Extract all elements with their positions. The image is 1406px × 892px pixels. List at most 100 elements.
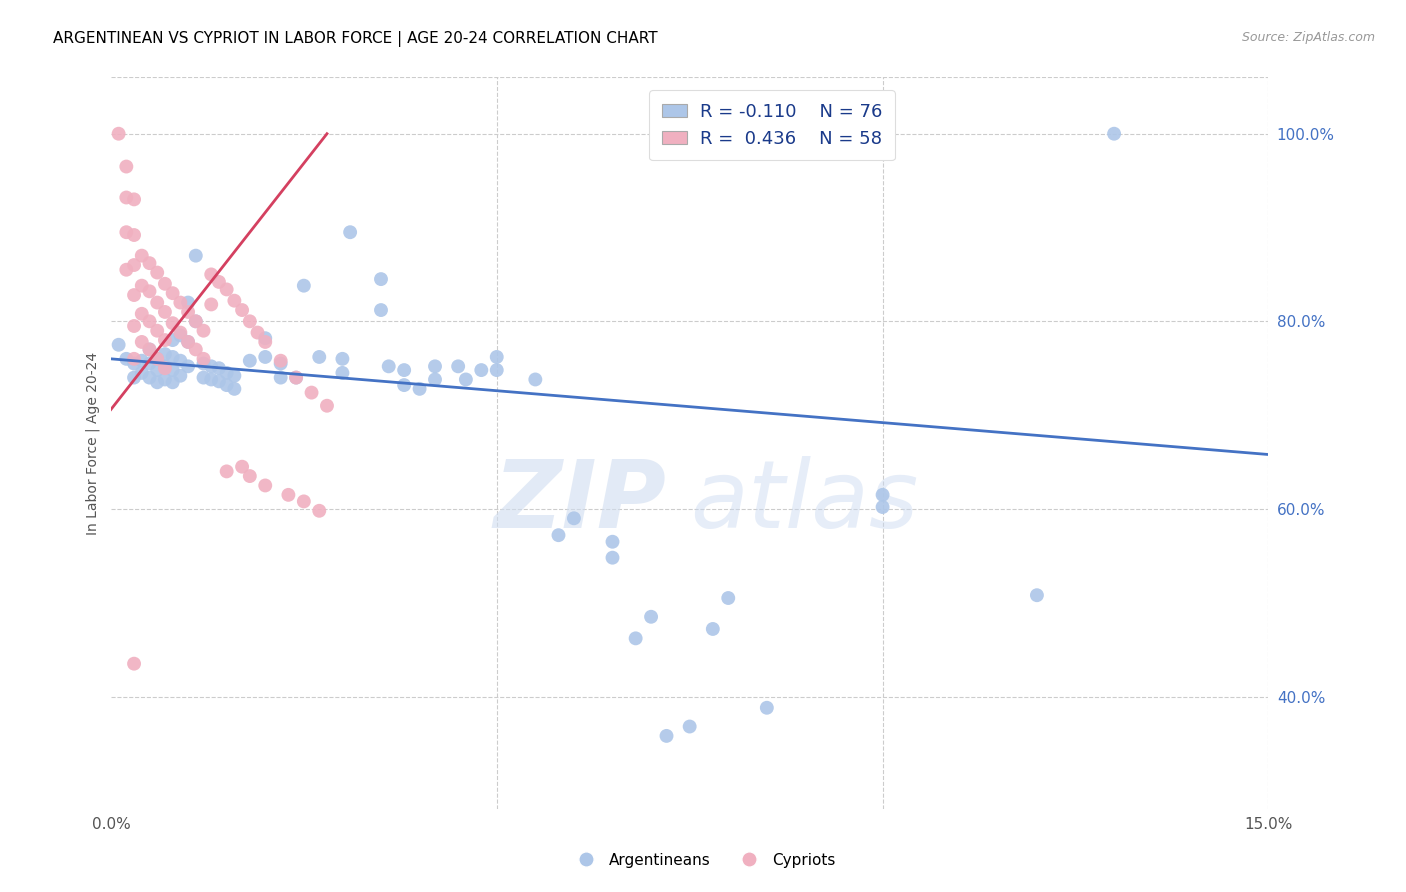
Point [524,372,547,386]
Point [624,632,647,646]
Point [122,657,145,671]
Point [153,359,176,374]
Point [131,366,153,380]
Point [107,338,129,352]
Point [270,357,292,371]
Point [177,334,200,349]
Point [193,351,215,366]
Point [392,363,415,377]
Point [602,534,624,549]
Point [122,357,145,371]
Legend: Argentineans, Cypriots: Argentineans, Cypriots [565,847,841,873]
Point [122,318,145,333]
Point [270,370,292,384]
Point [131,353,153,368]
Text: ZIP: ZIP [494,456,666,548]
Point [285,370,308,384]
Point [184,314,207,328]
Point [640,609,662,624]
Point [308,504,330,518]
Point [423,372,446,386]
Point [153,305,176,319]
Point [277,488,299,502]
Point [131,307,153,321]
Point [184,343,207,357]
Point [254,331,277,345]
Point [122,351,145,366]
Point [146,351,169,366]
Point [122,258,145,272]
Point [162,363,184,377]
Point [602,550,624,565]
Point [146,295,169,310]
Point [146,363,169,377]
Point [131,249,153,263]
Point [339,225,361,239]
Point [332,351,354,366]
Point [231,459,253,474]
Point [184,249,207,263]
Point [485,363,508,377]
Point [177,305,200,319]
Point [224,368,246,383]
Point [146,376,169,390]
Point [177,295,200,310]
Point [370,303,392,318]
Point [239,353,262,368]
Point [224,293,246,308]
Point [115,160,138,174]
Point [717,591,740,605]
Point [193,357,215,371]
Point [447,359,470,374]
Point [872,500,894,514]
Point [215,366,238,380]
Point [115,262,138,277]
Point [547,528,569,542]
Point [169,326,191,340]
Point [679,719,702,733]
Point [193,324,215,338]
Point [702,622,724,636]
Point [332,366,354,380]
Point [301,385,323,400]
Point [292,494,315,508]
Point [122,227,145,242]
Point [146,324,169,338]
Point [115,225,138,239]
Point [107,127,129,141]
Point [215,464,238,478]
Point [1102,127,1125,141]
Point [115,351,138,366]
Point [208,375,231,389]
Point [224,382,246,396]
Point [162,333,184,347]
Point [177,334,200,349]
Point [184,314,207,328]
Point [177,359,200,374]
Point [200,372,222,386]
Point [200,297,222,311]
Point [370,272,392,286]
Point [162,376,184,390]
Point [377,359,399,374]
Point [254,350,277,364]
Y-axis label: In Labor Force | Age 20-24: In Labor Force | Age 20-24 [86,351,100,535]
Point [153,277,176,291]
Point [153,361,176,376]
Point [138,370,160,384]
Text: ARGENTINEAN VS CYPRIOT IN LABOR FORCE | AGE 20-24 CORRELATION CHART: ARGENTINEAN VS CYPRIOT IN LABOR FORCE | … [53,31,658,47]
Point [292,278,315,293]
Point [254,334,277,349]
Point [122,370,145,384]
Point [131,278,153,293]
Point [138,357,160,371]
Point [254,478,277,492]
Point [423,359,446,374]
Point [872,488,894,502]
Point [246,326,269,340]
Point [470,363,492,377]
Point [162,286,184,301]
Point [655,729,678,743]
Point [562,511,585,525]
Point [138,256,160,270]
